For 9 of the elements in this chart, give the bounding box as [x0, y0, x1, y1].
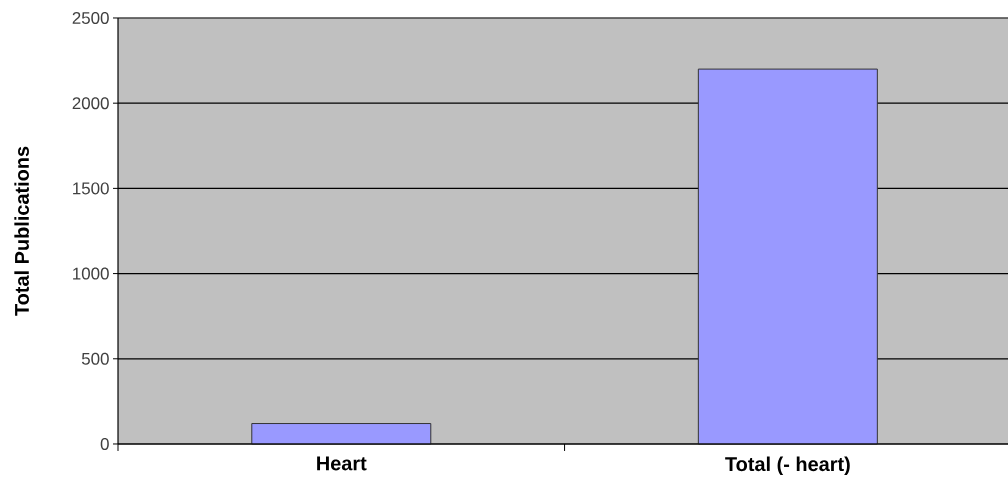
- x-tick-label: Heart: [317, 456, 367, 471]
- y-tick-label: 2000: [72, 97, 109, 110]
- y-tick-label: 2500: [72, 11, 109, 24]
- y-tick-label: 1000: [73, 267, 109, 280]
- y-tick-label: 1500: [73, 182, 109, 195]
- y-axis-title: Total Publications: [14, 146, 29, 316]
- y-tick-label: 0: [100, 437, 109, 450]
- x-tick-label: Total (- heart): [725, 456, 850, 476]
- y-tick-label: 500: [81, 352, 109, 365]
